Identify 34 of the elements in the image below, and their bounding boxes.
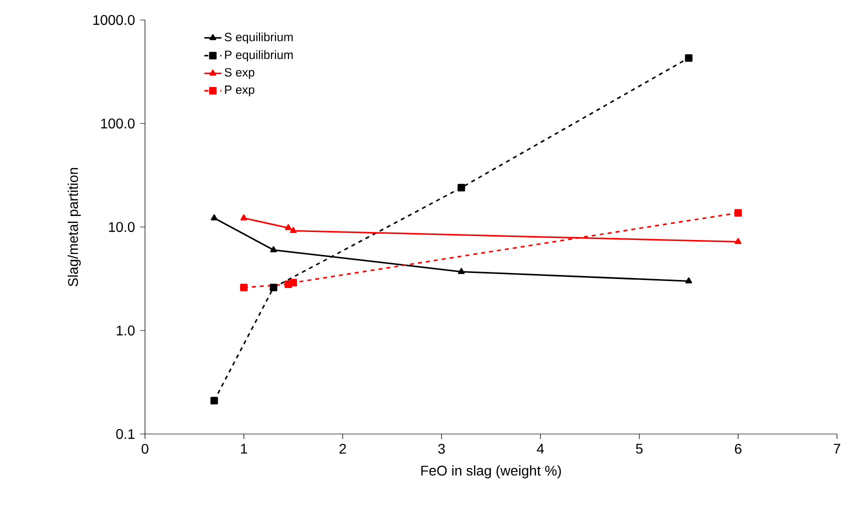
x-tick-label: 0	[142, 444, 148, 454]
point	[270, 246, 277, 252]
legend-label: S exp	[224, 68, 254, 79]
legend-label: P exp	[225, 86, 254, 96]
point	[458, 184, 466, 192]
point	[210, 214, 218, 220]
x-tick-label: 2	[340, 444, 346, 454]
x-tick-label: 3	[438, 444, 445, 454]
y-tick-label: 1000.0	[93, 15, 135, 25]
legend-label: S equilibrium	[224, 32, 293, 44]
x-tick-label: 7	[834, 444, 840, 454]
point	[734, 238, 742, 244]
x-axis-title: FeO in slag (weight %)	[421, 465, 561, 478]
point	[685, 277, 692, 284]
point	[458, 268, 465, 274]
x-tick-label: 5	[636, 444, 643, 454]
y-tick-label: 0.1	[116, 429, 134, 439]
point	[684, 54, 692, 62]
y-tick-label: 10.0	[108, 222, 135, 232]
x-tick-label: 1	[241, 444, 248, 454]
point	[290, 278, 298, 286]
y-tick-label: 100.0	[101, 118, 135, 128]
point	[240, 284, 248, 292]
legend-label: P equilibrium	[225, 50, 293, 62]
x-tick-label: 6	[734, 444, 742, 454]
y-axis-title: Slag/metal partition	[68, 168, 81, 286]
y-tick-label: 1.0	[116, 326, 135, 336]
point	[270, 284, 278, 292]
point	[285, 224, 292, 230]
point	[290, 227, 297, 234]
point	[210, 396, 218, 404]
x-tick-label: 4	[536, 444, 544, 454]
point	[734, 209, 742, 217]
point	[240, 214, 248, 220]
